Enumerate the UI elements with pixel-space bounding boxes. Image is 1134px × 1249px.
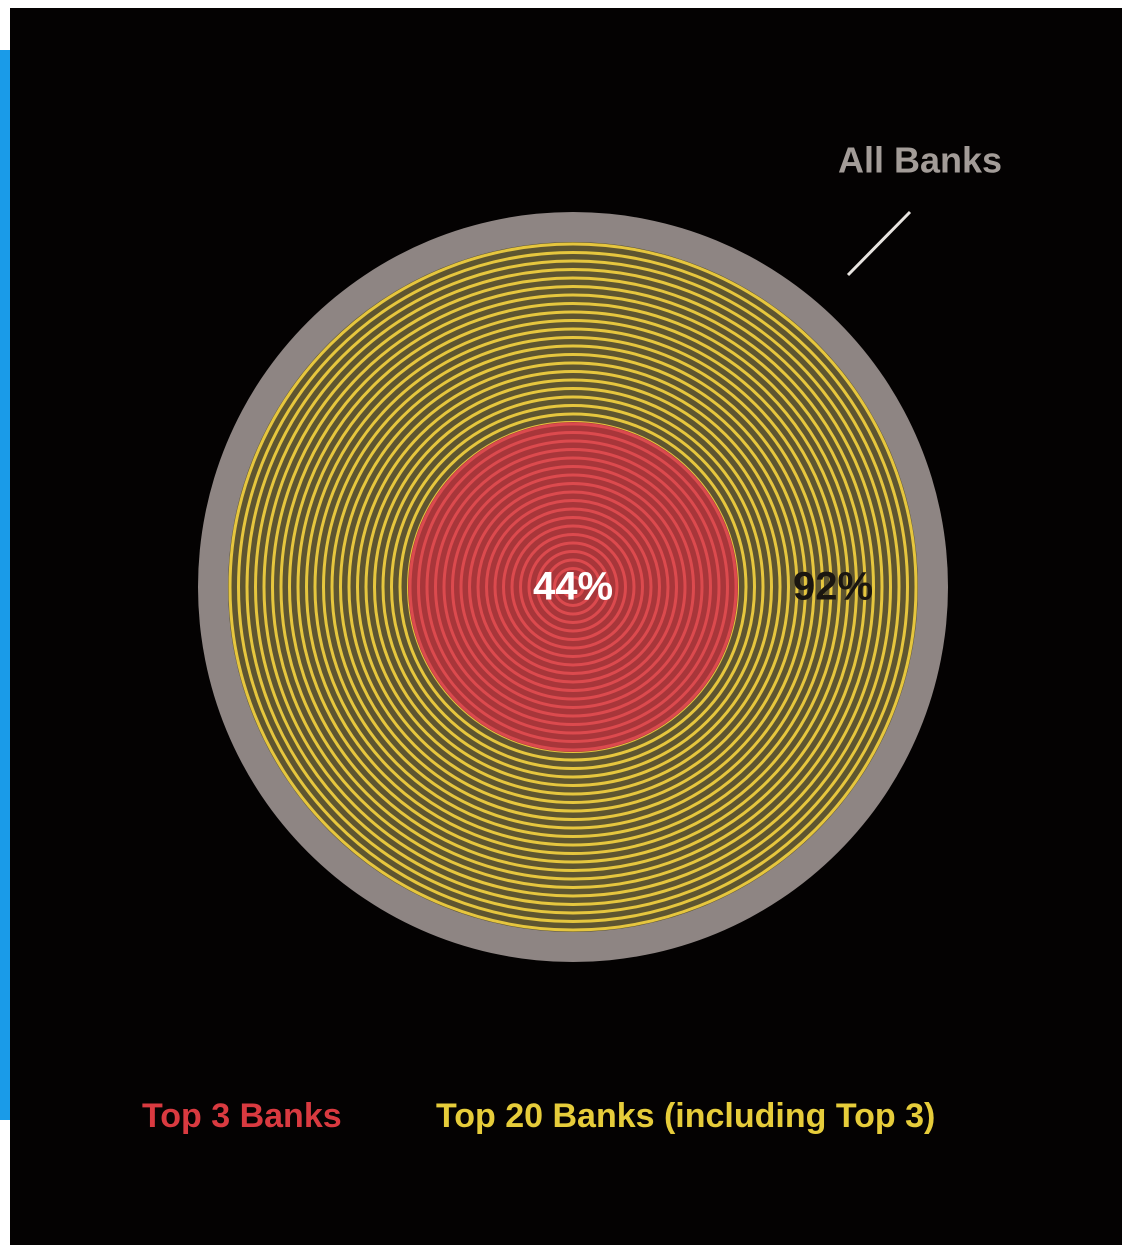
all-banks-label: All Banks (838, 140, 1002, 181)
ring-texture (356, 370, 790, 804)
ring-texture (228, 242, 918, 932)
value-label: 44% (533, 565, 613, 609)
leader-line (846, 210, 912, 277)
ring-texture (288, 302, 858, 872)
ring-texture (442, 456, 704, 718)
ring-texture (245, 259, 901, 915)
ring-texture (279, 293, 867, 881)
ring-texture (339, 353, 807, 821)
ring-texture (381, 395, 765, 779)
ring-texture (330, 344, 816, 830)
ring-texture (408, 422, 738, 752)
disc (408, 422, 738, 752)
ring-texture (398, 412, 748, 762)
ring-texture (451, 465, 695, 709)
ring-texture (296, 310, 850, 864)
ring-texture (544, 558, 602, 616)
ring-texture (262, 276, 884, 898)
ring-texture (237, 251, 909, 923)
ring-texture (485, 499, 661, 675)
ring-texture (271, 285, 875, 889)
ring-texture (553, 567, 593, 607)
ring-texture (322, 336, 824, 838)
legend-top3: Top 3 Banks (142, 1097, 342, 1135)
ring-texture (536, 550, 610, 624)
ring-texture (425, 439, 721, 735)
value-label: 92% (793, 565, 873, 609)
ring-texture (561, 575, 585, 599)
ring-texture (510, 524, 636, 650)
ring-texture (417, 431, 729, 743)
discs (198, 212, 948, 962)
ring-texture (519, 533, 627, 641)
ring-texture (468, 482, 678, 692)
side-strip (0, 50, 12, 1120)
ring-texture (373, 387, 773, 787)
ring-texture (476, 490, 670, 684)
ring-texture (527, 541, 619, 633)
ring-texture (390, 404, 756, 770)
ring-texture (313, 327, 833, 847)
ring-texture (502, 516, 644, 658)
ring-texture (347, 361, 799, 813)
ring-texture (305, 319, 841, 855)
ring-texture (254, 268, 892, 906)
ring-texture (434, 448, 712, 726)
ring-texture (493, 507, 653, 667)
ring-texture (459, 473, 687, 701)
legend-top20: Top 20 Banks (including Top 3) (436, 1097, 935, 1135)
ring-texture (364, 378, 782, 796)
